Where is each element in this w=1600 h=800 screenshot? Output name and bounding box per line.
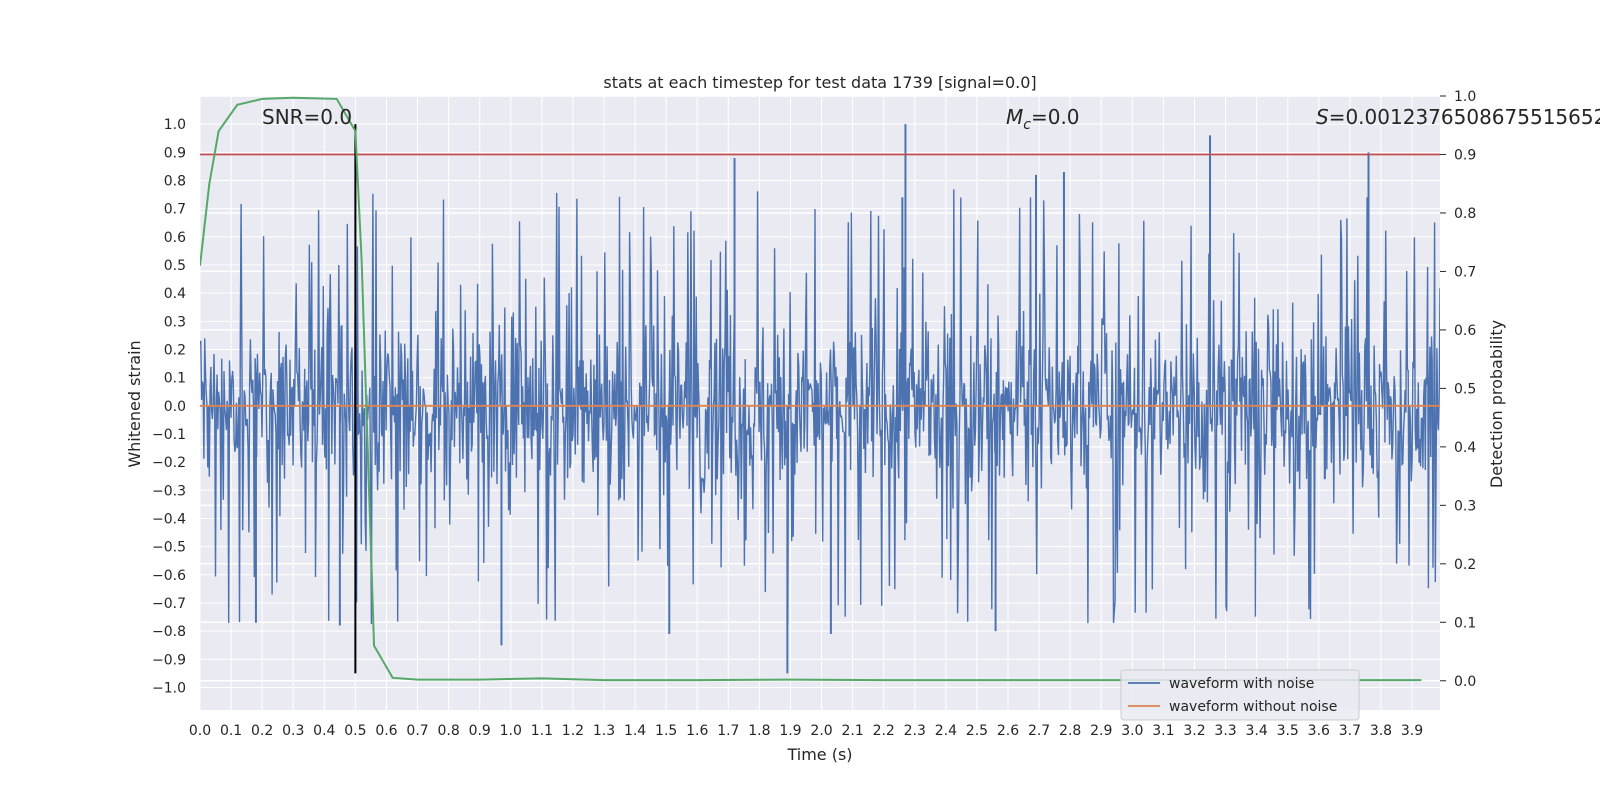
y-tick-labels-left: 1.0 0.9 0.8 0.7 0.6 0.5 0.4 0.3 0.2 0.1 0.0 −0.1 −0.… — [152, 117, 186, 696]
x-tick-label: 1.4 — [624, 723, 646, 739]
legend-label-clean: waveform without noise — [1169, 699, 1337, 715]
x-tick-label: 2.3 — [904, 723, 926, 739]
y-tick-label-left: 1.0 — [164, 117, 186, 133]
x-tick-label: 2.9 — [1090, 723, 1112, 739]
x-tick-labels: 0.0 0.1 0.2 0.3 0.4 0.5 0.6 0.7 0.8 0.9 1.0 1.1 1.2 1… — [189, 723, 1423, 739]
x-tick-label: 0.3 — [282, 723, 304, 739]
chart-title: stats at each timestep for test data 173… — [603, 73, 1036, 92]
x-tick-label: 1.9 — [779, 723, 801, 739]
x-tick-label: 0.4 — [313, 723, 335, 739]
x-axis-label: Time (s) — [786, 745, 852, 764]
x-tick-label: 3.7 — [1339, 723, 1361, 739]
x-tick-label: 2.0 — [810, 723, 832, 739]
x-tick-label: 1.8 — [748, 723, 770, 739]
y-tick-label-left: 0.4 — [164, 286, 186, 302]
x-tick-label: 3.6 — [1308, 723, 1330, 739]
y-tick-label-left: 0.1 — [164, 371, 186, 387]
legend: waveform with noise waveform without noi… — [1120, 669, 1360, 721]
x-tick-label: 1.1 — [531, 723, 553, 739]
y-tick-label-right: 0.4 — [1454, 440, 1476, 456]
x-tick-label: 2.2 — [873, 723, 895, 739]
x-tick-label: 3.5 — [1277, 723, 1299, 739]
x-tick-label: 1.0 — [500, 723, 522, 739]
y-tick-label-right: 0.0 — [1454, 674, 1476, 690]
x-tick-label: 0.1 — [220, 723, 242, 739]
plot-area — [200, 96, 1440, 682]
series-layer — [200, 96, 1440, 682]
y-tick-label-left: −0.4 — [152, 511, 186, 527]
x-tick-label: 1.3 — [593, 723, 615, 739]
series-waveform-with-noise — [200, 189, 1440, 625]
y-axis-label-left: Whitened strain — [125, 340, 144, 467]
y-axis-label-right: Detection probability — [1487, 320, 1506, 488]
legend-box — [1120, 669, 1360, 721]
x-tick-label: 1.5 — [655, 723, 677, 739]
y-tick-label-left: −0.9 — [152, 652, 186, 668]
y-tick-label-right: 0.7 — [1454, 264, 1476, 280]
x-tick-label: 0.8 — [437, 723, 459, 739]
y-tick-label-left: 0.9 — [164, 145, 186, 161]
x-tick-label: 0.0 — [189, 723, 211, 739]
x-tick-label: 3.0 — [1121, 723, 1143, 739]
y-tick-label-left: 0.2 — [164, 342, 186, 358]
x-tick-label: 1.6 — [686, 723, 708, 739]
s-annotation: S=0.0012376508675515652 — [1316, 105, 1600, 129]
y-tick-label-left: −1.0 — [152, 680, 186, 696]
x-tick-label: 2.4 — [935, 723, 957, 739]
y-tick-label-left: −0.7 — [152, 596, 186, 612]
y-tick-label-right: 0.3 — [1454, 498, 1476, 514]
x-tick-label: 0.7 — [406, 723, 428, 739]
x-tick-label: 0.2 — [251, 723, 273, 739]
x-tick-label: 1.7 — [717, 723, 739, 739]
x-tick-label: 2.5 — [966, 723, 988, 739]
mc-subscript: c — [1023, 117, 1031, 133]
y-tick-label-right: 0.8 — [1454, 206, 1476, 222]
y-tick-label-left: 0.7 — [164, 202, 186, 218]
x-tick-label: 0.9 — [469, 723, 491, 739]
y-tick-label-left: 0.0 — [164, 399, 186, 415]
x-tick-label: 3.2 — [1183, 723, 1205, 739]
y-tick-label-left: 0.8 — [164, 173, 186, 189]
y-tick-label-left: −0.5 — [152, 540, 186, 556]
y-tick-labels-right: 1.0 0.9 0.8 0.7 0.6 0.5 0.4 0.3 0.2 0.1 0.0 — [1440, 89, 1476, 690]
y-tick-label-left: 0.6 — [164, 230, 186, 246]
y-tick-label-right: 0.5 — [1454, 381, 1476, 397]
series-detection-probability — [200, 96, 1422, 682]
mc-value: =0.0 — [1031, 105, 1080, 129]
x-tick-label: 2.7 — [1028, 723, 1050, 739]
y-tick-label-right: 1.0 — [1454, 89, 1476, 105]
y-tick-label-left: −0.6 — [152, 568, 186, 584]
y-tick-label-left: −0.8 — [152, 624, 186, 640]
s-value: =0.0012376508675515652 — [1329, 105, 1600, 129]
snr-annotation: SNR=0.0 — [262, 105, 352, 129]
legend-label-noise: waveform with noise — [1169, 676, 1314, 692]
y-tick-label-left: −0.2 — [152, 455, 186, 471]
mc-annotation: Mc=0.0 — [1006, 105, 1080, 133]
x-tick-label: 3.9 — [1401, 723, 1423, 739]
y-tick-label-left: −0.1 — [152, 427, 186, 443]
s-symbol: S — [1316, 105, 1329, 129]
x-tick-label: 3.8 — [1370, 723, 1392, 739]
mc-symbol: M — [1006, 105, 1023, 129]
y-tick-label-left: 0.3 — [164, 314, 186, 330]
x-tick-label: 1.2 — [562, 723, 584, 739]
x-tick-label: 3.3 — [1214, 723, 1236, 739]
x-tick-label: 3.1 — [1152, 723, 1174, 739]
y-tick-label-left: 0.5 — [164, 258, 186, 274]
y-tick-label-right: 0.6 — [1454, 323, 1476, 339]
x-tick-label: 2.8 — [1059, 723, 1081, 739]
x-tick-label: 2.1 — [841, 723, 863, 739]
x-tick-label: 3.4 — [1246, 723, 1268, 739]
x-tick-label: 0.6 — [375, 723, 397, 739]
y-tick-label-right: 0.1 — [1454, 615, 1476, 631]
y-tick-label-right: 0.2 — [1454, 557, 1476, 573]
x-tick-label: 0.5 — [344, 723, 366, 739]
y-tick-label-right: 0.9 — [1454, 147, 1476, 163]
x-tick-label: 2.6 — [997, 723, 1019, 739]
y-tick-label-left: −0.3 — [152, 483, 186, 499]
